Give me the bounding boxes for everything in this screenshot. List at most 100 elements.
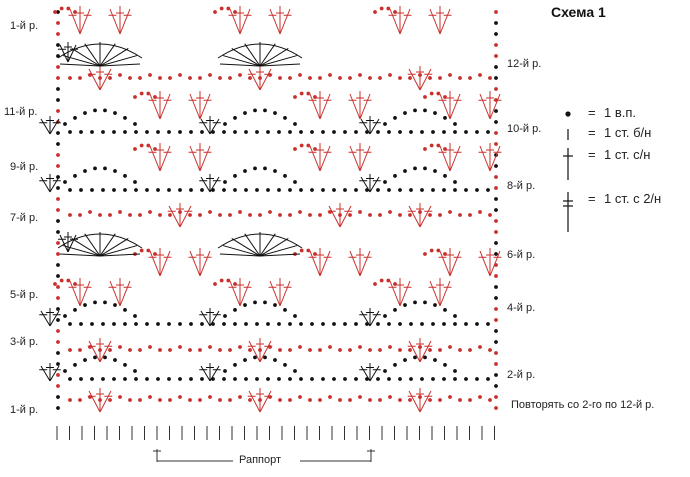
chain-stitch	[358, 345, 362, 349]
chain-stitch	[368, 348, 372, 352]
double-crochet-stitch	[276, 6, 284, 34]
chain-stitch	[167, 322, 171, 326]
double-crochet-stitch	[108, 280, 121, 307]
chain-stitch	[213, 10, 217, 14]
double-crochet-stitch	[259, 68, 273, 91]
chain-stitch	[494, 219, 498, 223]
chain-stitch	[448, 395, 452, 399]
chain-stitch	[299, 188, 303, 192]
chain-stitch	[253, 355, 257, 360]
chain-stitch	[112, 188, 116, 192]
chain-stitch	[108, 398, 112, 402]
double-crochet-stitch	[79, 8, 92, 35]
double-crochet-stitch	[366, 174, 374, 192]
chain-stitch	[103, 166, 107, 171]
row-label-left: 11-й р.	[4, 106, 38, 118]
double-crochet-stitch	[67, 44, 78, 63]
double-crochet-stitch	[339, 205, 353, 228]
chain-stitch	[222, 377, 226, 381]
chain-stitch	[56, 263, 60, 267]
chain-stitch	[273, 169, 277, 173]
chain-stitch	[475, 322, 479, 326]
chain-stitch	[299, 143, 304, 148]
double-crochet-stitch	[99, 68, 113, 91]
chain-stitch	[222, 188, 226, 192]
fan-motif	[217, 42, 303, 67]
chain-stitch	[208, 210, 212, 214]
double-crochet-stitch	[359, 118, 371, 135]
double-crochet-stitch	[247, 340, 261, 363]
row-label-left: 3-й р.	[10, 336, 39, 348]
chain-stitch	[468, 348, 472, 352]
chain-stitch	[123, 363, 127, 367]
chain-stitch	[338, 348, 342, 352]
double-crochet-stitch	[359, 93, 372, 120]
chain-stitch	[310, 322, 314, 326]
chain-stitch	[145, 130, 149, 134]
chain-stitch	[408, 213, 412, 217]
chain-stitch	[494, 120, 498, 124]
double-crochet-stitch	[188, 145, 201, 172]
chain-stitch	[486, 188, 490, 192]
chain-stitch	[56, 43, 60, 47]
chain-stitch	[266, 130, 270, 134]
chain-stitch	[139, 143, 144, 148]
chain-stitch	[63, 369, 67, 373]
double-crochet-stitch	[209, 310, 221, 327]
chain-stitch	[283, 308, 287, 312]
chain-stitch	[198, 213, 202, 217]
chain-stitch	[148, 210, 152, 214]
chain-stitch	[443, 95, 447, 99]
chain-stitch	[93, 108, 97, 113]
chain-stitch	[253, 108, 257, 113]
chain-stitch	[218, 213, 222, 217]
chain-stitch	[423, 147, 427, 151]
double-crochet-stitch	[359, 145, 372, 172]
chain-stitch	[332, 130, 336, 134]
chain-stitch	[66, 6, 71, 11]
chain-stitch	[200, 322, 204, 326]
rapport-bracket	[153, 449, 375, 462]
chain-stitch	[321, 188, 325, 192]
chain-stitch	[464, 322, 468, 326]
chain-stitch	[288, 130, 292, 134]
double-crochet-stitch	[439, 8, 452, 35]
chain-stitch	[83, 303, 87, 307]
double-crochet-stitch	[478, 250, 491, 277]
double-crochet-stitch	[478, 93, 491, 120]
chain-stitch	[443, 147, 447, 151]
chain-stitch	[189, 322, 193, 326]
chain-stitch	[226, 278, 231, 283]
double-crochet-stitch	[156, 143, 164, 171]
chain-stitch	[398, 398, 402, 402]
chain-stitch	[423, 252, 427, 256]
double-crochet-stitch	[206, 363, 214, 381]
chain-stitch	[244, 377, 248, 381]
chain-stitch	[134, 377, 138, 381]
chain-stitch	[453, 322, 457, 326]
chain-stitch	[420, 188, 424, 192]
double-crochet-stitch	[199, 145, 212, 172]
chain-stitch	[153, 147, 157, 151]
chain-stitch	[56, 197, 60, 201]
chain-stitch	[288, 348, 292, 352]
double-crochet-stitch	[196, 143, 204, 171]
chain-stitch	[56, 351, 60, 355]
chain-stitch	[146, 91, 151, 96]
chain-stitch	[73, 116, 77, 120]
double-crochet-stitch	[46, 308, 54, 326]
chain-stitch	[387, 377, 391, 381]
chain-stitch	[112, 377, 116, 381]
chain-stitch	[387, 188, 391, 192]
chain-stitch	[378, 76, 382, 80]
chain-stitch	[448, 73, 452, 77]
row-label-left: 7-й р.	[10, 212, 39, 224]
chain-stitch	[308, 398, 312, 402]
chain-stitch	[244, 322, 248, 326]
double-crochet-stitch	[49, 118, 61, 135]
chain-stitch	[266, 322, 270, 326]
chain-stitch	[443, 308, 447, 312]
chain-stitch	[448, 345, 452, 349]
chain-stitch	[288, 76, 292, 80]
chain-stitch	[431, 377, 435, 381]
